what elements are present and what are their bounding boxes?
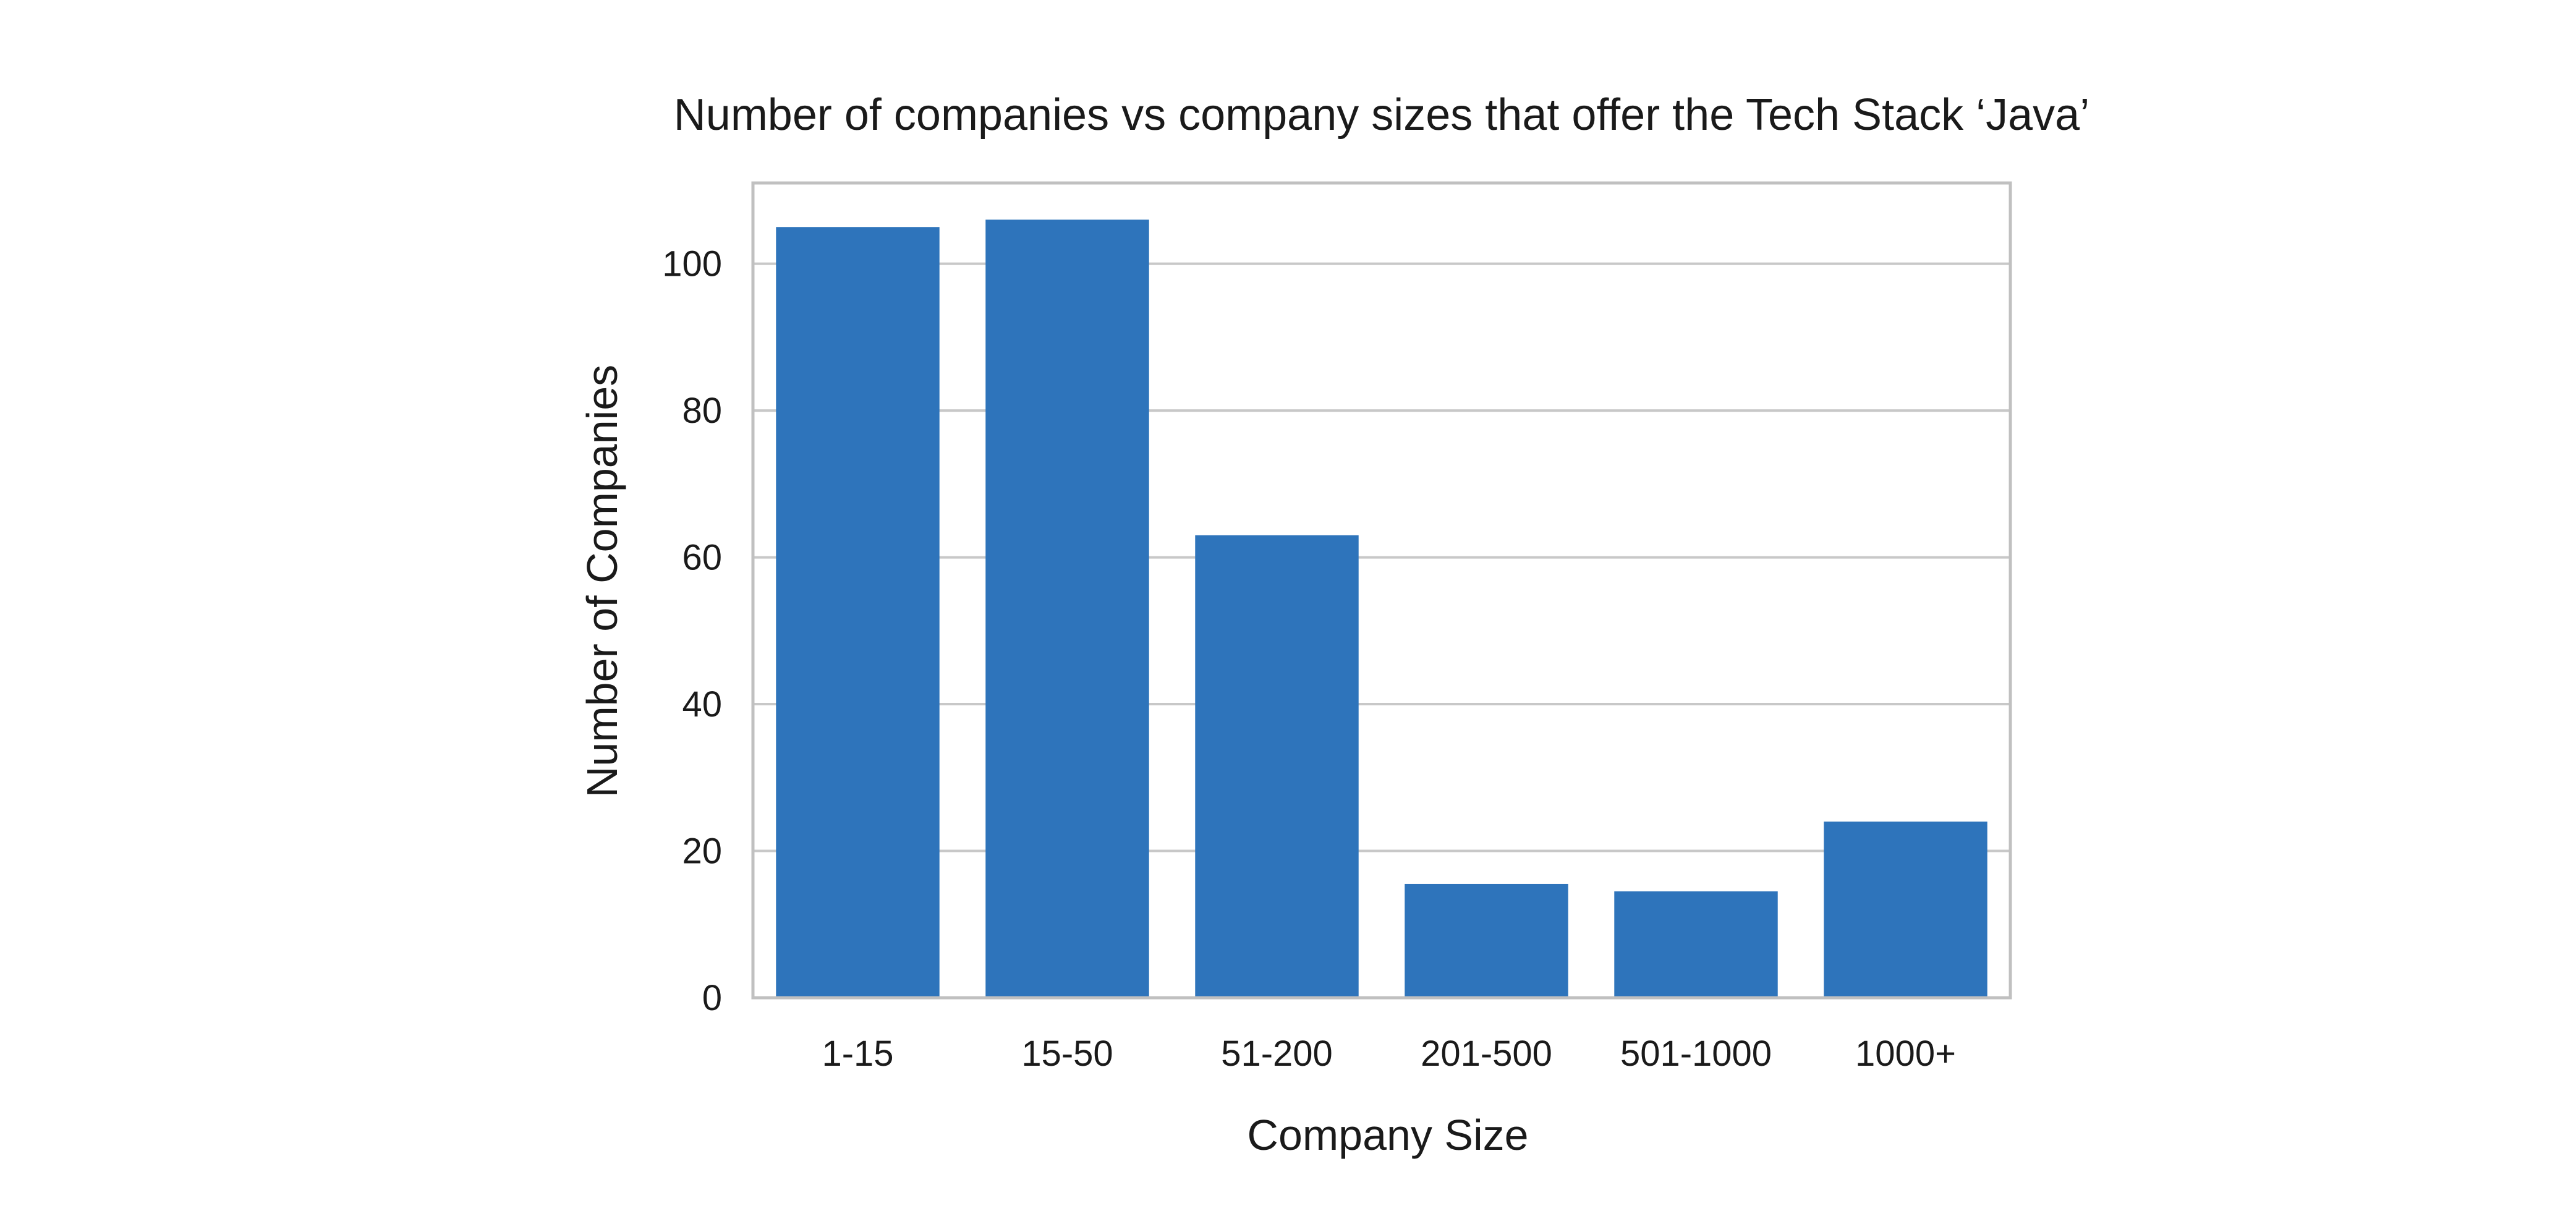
y-axis-label: Number of Companies bbox=[578, 365, 626, 797]
bar-51-200 bbox=[1195, 535, 1359, 998]
bar-1-15 bbox=[776, 227, 940, 998]
bar-15-50 bbox=[985, 219, 1149, 998]
y-tick-label: 60 bbox=[682, 538, 722, 578]
x-axis-label: Company Size bbox=[1247, 1111, 1528, 1159]
bars bbox=[776, 219, 1987, 998]
gridlines bbox=[753, 262, 2010, 852]
bar-501-1000 bbox=[1614, 891, 1778, 998]
x-tick-label: 201-500 bbox=[1421, 1034, 1552, 1074]
chart-title: Number of companies vs company sizes tha… bbox=[674, 90, 2089, 140]
x-axis-ticks: 1-15 15-50 51-200 201-500 501-1000 1000+ bbox=[822, 1034, 1956, 1074]
y-tick-label: 0 bbox=[702, 978, 722, 1018]
x-tick-label: 15-50 bbox=[1021, 1034, 1113, 1074]
x-tick-label: 1000+ bbox=[1855, 1034, 1956, 1074]
x-tick-label: 51-200 bbox=[1221, 1034, 1333, 1074]
y-tick-label: 100 bbox=[662, 244, 722, 284]
y-axis-ticks: 0 20 40 60 80 100 bbox=[662, 244, 722, 1018]
y-tick-label: 20 bbox=[682, 831, 722, 872]
bar-201-500 bbox=[1405, 883, 1568, 998]
x-tick-label: 501-1000 bbox=[1620, 1034, 1772, 1074]
y-tick-label: 40 bbox=[682, 684, 722, 725]
y-tick-label: 80 bbox=[682, 391, 722, 431]
x-tick-label: 1-15 bbox=[822, 1034, 893, 1074]
bar-1000+ bbox=[1824, 822, 1987, 998]
plot-area-frame bbox=[751, 181, 2012, 1000]
